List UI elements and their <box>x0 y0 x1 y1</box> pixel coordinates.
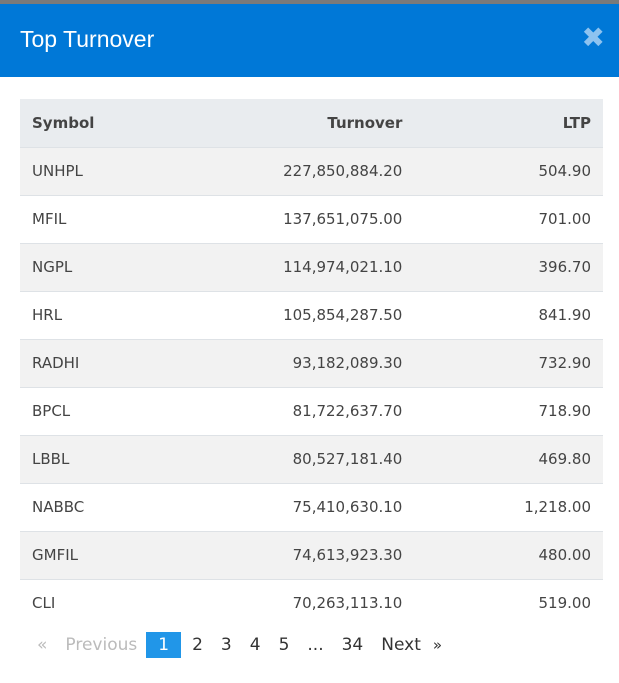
column-header-symbol[interactable]: Symbol <box>20 99 159 148</box>
turnover-cell: 74,613,923.30 <box>158 531 458 580</box>
ltp-cell: 519.00 <box>538 594 592 613</box>
symbol-cell: HRL <box>20 291 159 340</box>
ltp-cell: 504.90 <box>457 147 603 196</box>
turnover-cell: 137,651,075.00 <box>158 195 458 244</box>
symbol-cell: CLI <box>32 594 56 613</box>
table-row[interactable]: CLI 70,263,113.10 519.00 <box>20 579 603 627</box>
page-4-button[interactable]: 4 <box>249 635 261 655</box>
turnover-cell: 81,722,637.70 <box>158 387 458 436</box>
table-header-row: Symbol Turnover LTP <box>20 99 603 148</box>
previous-arrow: « <box>37 635 48 655</box>
previous-button: Previous <box>65 635 138 655</box>
background-strip <box>0 0 619 4</box>
symbol-cell: GMFIL <box>20 531 159 580</box>
table-row[interactable]: NGPL 114,974,021.10 396.70 <box>20 243 603 292</box>
column-header-turnover[interactable]: Turnover <box>158 99 458 148</box>
turnover-cell: 80,527,181.40 <box>158 435 458 484</box>
turnover-table: Symbol Turnover LTP UNHPL 227,850,884.20 5… <box>20 99 603 627</box>
pagination: « Previous 1 2 3 4 5 ... 34 Next » <box>28 632 451 658</box>
ltp-cell: 718.90 <box>457 387 603 436</box>
table-row[interactable]: UNHPL 227,850,884.20 504.90 <box>20 147 603 196</box>
next-arrow[interactable]: » <box>432 636 443 654</box>
ltp-cell: 841.90 <box>457 291 603 340</box>
table-row[interactable]: RADHI 93,182,089.30 732.90 <box>20 339 603 388</box>
modal-header: Top Turnover ✖ <box>0 4 619 77</box>
page-1-button[interactable]: 1 <box>146 632 182 658</box>
table-row[interactable]: MFIL 137,651,075.00 701.00 <box>20 195 603 244</box>
table-row[interactable]: BPCL 81,722,637.70 718.90 <box>20 387 603 436</box>
page-2-button[interactable]: 2 <box>192 635 203 655</box>
page-3-button[interactable]: 3 <box>220 635 232 655</box>
turnover-cell: 93,182,089.30 <box>158 339 458 388</box>
symbol-cell: MFIL <box>20 195 159 244</box>
ltp-cell: 469.80 <box>457 435 603 484</box>
next-button[interactable]: Next <box>381 635 421 655</box>
turnover-cell: 70,263,113.10 <box>292 594 403 613</box>
close-icon[interactable]: ✖ <box>581 21 605 54</box>
table-row[interactable]: HRL 105,854,287.50 841.90 <box>20 291 603 340</box>
symbol-cell: BPCL <box>20 387 159 436</box>
symbol-cell: RADHI <box>20 339 159 388</box>
turnover-cell: 227,850,884.20 <box>158 147 458 196</box>
pagination-ellipsis: ... <box>307 635 324 655</box>
column-header-ltp[interactable]: LTP <box>457 99 603 148</box>
symbol-cell: NABBC <box>20 483 159 532</box>
ltp-cell: 396.70 <box>457 243 603 292</box>
ltp-cell: 732.90 <box>457 339 603 388</box>
symbol-cell: UNHPL <box>20 147 159 196</box>
table-row[interactable]: NABBC 75,410,630.10 1,218.00 <box>20 483 603 532</box>
ltp-cell: 1,218.00 <box>457 483 603 532</box>
modal-title: Top Turnover <box>20 26 155 52</box>
table-row[interactable]: LBBL 80,527,181.40 469.80 <box>20 435 603 484</box>
ltp-cell: 701.00 <box>457 195 603 244</box>
page-5-button[interactable]: 5 <box>278 635 290 655</box>
turnover-cell: 105,854,287.50 <box>158 291 458 340</box>
symbol-cell: NGPL <box>20 243 159 292</box>
symbol-cell: LBBL <box>20 435 159 484</box>
page-34-button[interactable]: 34 <box>341 635 364 655</box>
table-row[interactable]: GMFIL 74,613,923.30 480.00 <box>20 531 603 580</box>
turnover-cell: 114,974,021.10 <box>158 243 458 292</box>
turnover-cell: 75,410,630.10 <box>158 483 458 532</box>
ltp-cell: 480.00 <box>457 531 603 580</box>
